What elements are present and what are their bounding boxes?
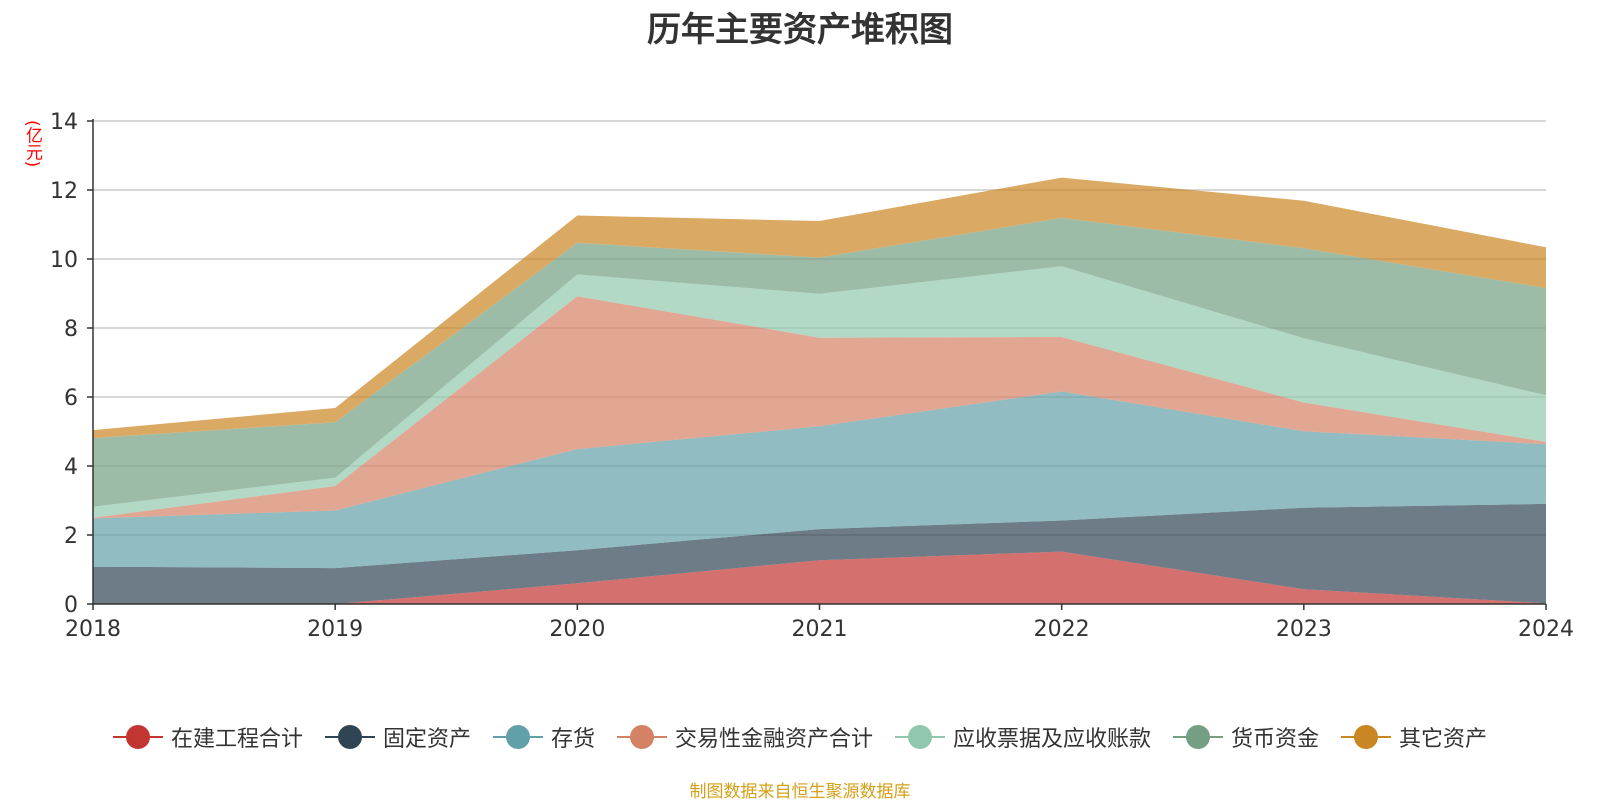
y-tick-label-4: 8 [64, 317, 78, 342]
legend-dot [337, 725, 362, 749]
y-tick-label-0: 0 [64, 593, 78, 618]
legend-label: 应收票据及应收账款 [953, 727, 1152, 752]
legend-dot [1186, 725, 1211, 749]
legend-item-0[interactable]: 在建工程合计 [112, 721, 303, 753]
x-tick-label-4: 2022 [1034, 617, 1090, 642]
x-tick-label-6: 2024 [1518, 617, 1574, 642]
legend-dot [629, 725, 654, 749]
legend-item-3[interactable]: 交易性金融资产合计 [616, 721, 873, 753]
axes [87, 119, 1547, 610]
legend-label: 货币资金 [1231, 727, 1320, 752]
legend-marker-icon [1341, 724, 1392, 750]
x-tick-label-5: 2023 [1276, 617, 1332, 642]
area-series-6 [93, 177, 1546, 439]
x-tick-label-1: 2019 [307, 617, 363, 642]
x-tick-label-3: 2021 [792, 617, 848, 642]
legend-item-4[interactable]: 应收票据及应收账款 [895, 721, 1151, 753]
area-series-0 [93, 551, 1546, 604]
y-tick-label-7: 14 [50, 110, 78, 135]
area-series-3 [93, 296, 1546, 519]
legend-item-6[interactable]: 其它资产 [1341, 721, 1487, 753]
legend: 在建工程合计 固定资产 存货 交易性金融资产合计 应收票据及应收账款 货币资金 其它资产 [0, 718, 1600, 756]
legend-marker-icon [492, 724, 543, 750]
x-tick-label-0: 2018 [65, 617, 121, 642]
legend-dot [1354, 725, 1379, 749]
legend-item-1[interactable]: 固定资产 [324, 721, 471, 753]
legend-marker-icon [324, 724, 375, 750]
legend-dot [505, 725, 530, 749]
area-series-group [93, 177, 1546, 604]
legend-label: 固定资产 [382, 727, 471, 752]
legend-marker-icon [895, 724, 945, 750]
source-note: 制图数据来自恒生聚源数据库 [689, 782, 911, 802]
area-series-5 [93, 217, 1546, 507]
legend-marker-icon [112, 724, 163, 750]
legend-label: 其它资产 [1399, 727, 1488, 752]
y-tick-label-3: 6 [64, 386, 78, 411]
tick-labels: 0 2 4 6 8 10 12 14 2018 2019 2020 2021 2022 2023 2024 [50, 110, 1574, 642]
y-tick-label-2: 4 [64, 455, 78, 480]
legend-dot [908, 725, 932, 749]
area-series-4 [93, 266, 1546, 518]
area-series-2 [93, 391, 1546, 569]
legend-label: 存货 [550, 727, 595, 752]
legend-marker-icon [616, 724, 667, 750]
y-tick-label-1: 2 [64, 524, 78, 549]
legend-label: 在建工程合计 [170, 727, 303, 752]
legend-item-5[interactable]: 货币资金 [1173, 721, 1319, 753]
y-tick-label-5: 10 [50, 248, 78, 273]
chart-title: 历年主要资产堆积图 [647, 10, 953, 50]
legend-item-2[interactable]: 存货 [492, 721, 595, 753]
legend-marker-icon [1173, 724, 1224, 750]
area-series-1 [93, 503, 1546, 604]
legend-dot [125, 725, 150, 749]
y-tick-label-6: 12 [50, 179, 78, 204]
legend-label: 交易性金融资产合计 [674, 727, 873, 752]
x-tick-label-2: 2020 [549, 617, 605, 642]
y-axis-unit-label: (亿元) [22, 120, 42, 168]
